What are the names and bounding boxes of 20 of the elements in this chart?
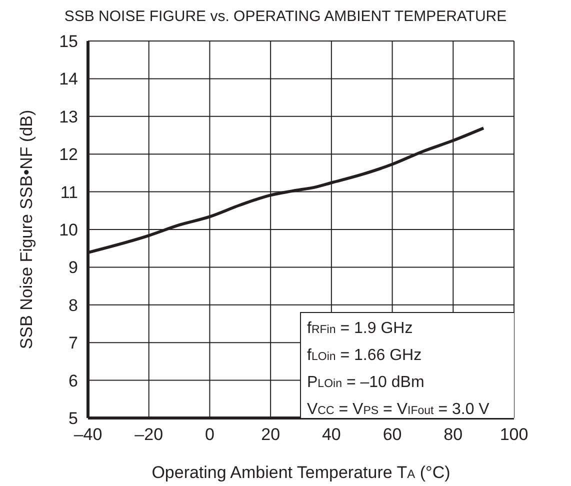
y-tick-label: 11 (60, 182, 78, 202)
y-tick-label: 10 (59, 220, 78, 240)
y-tick-label: 8 (68, 296, 78, 315)
x-tick-label: 0 (204, 425, 214, 444)
y-tick-label: 12 (59, 145, 78, 164)
y-tick-label: 13 (59, 107, 78, 126)
y-tick-label: 15 (59, 32, 78, 52)
y-tick-label: 9 (68, 258, 78, 278)
x-tick-label: 60 (382, 425, 402, 444)
x-tick-label: 100 (500, 425, 528, 444)
x-axis-title: Operating Ambient Temperature TA (°C) (152, 463, 450, 482)
y-tick-label: 6 (68, 371, 78, 390)
y-tick-label: 14 (59, 70, 78, 89)
x-tick-label: –20 (134, 425, 164, 444)
x-tick-label: 40 (322, 425, 341, 444)
chart-title: SSB NOISE FIGURE vs. OPERATING AMBIENT TEMPERATURE (63, 8, 508, 25)
y-axis-title: SSB Noise Figure SSB•NF (dB) (17, 110, 36, 350)
x-tick-label: 80 (444, 425, 463, 444)
x-tick-label: 20 (261, 425, 280, 444)
y-tick-label: 7 (68, 334, 78, 353)
